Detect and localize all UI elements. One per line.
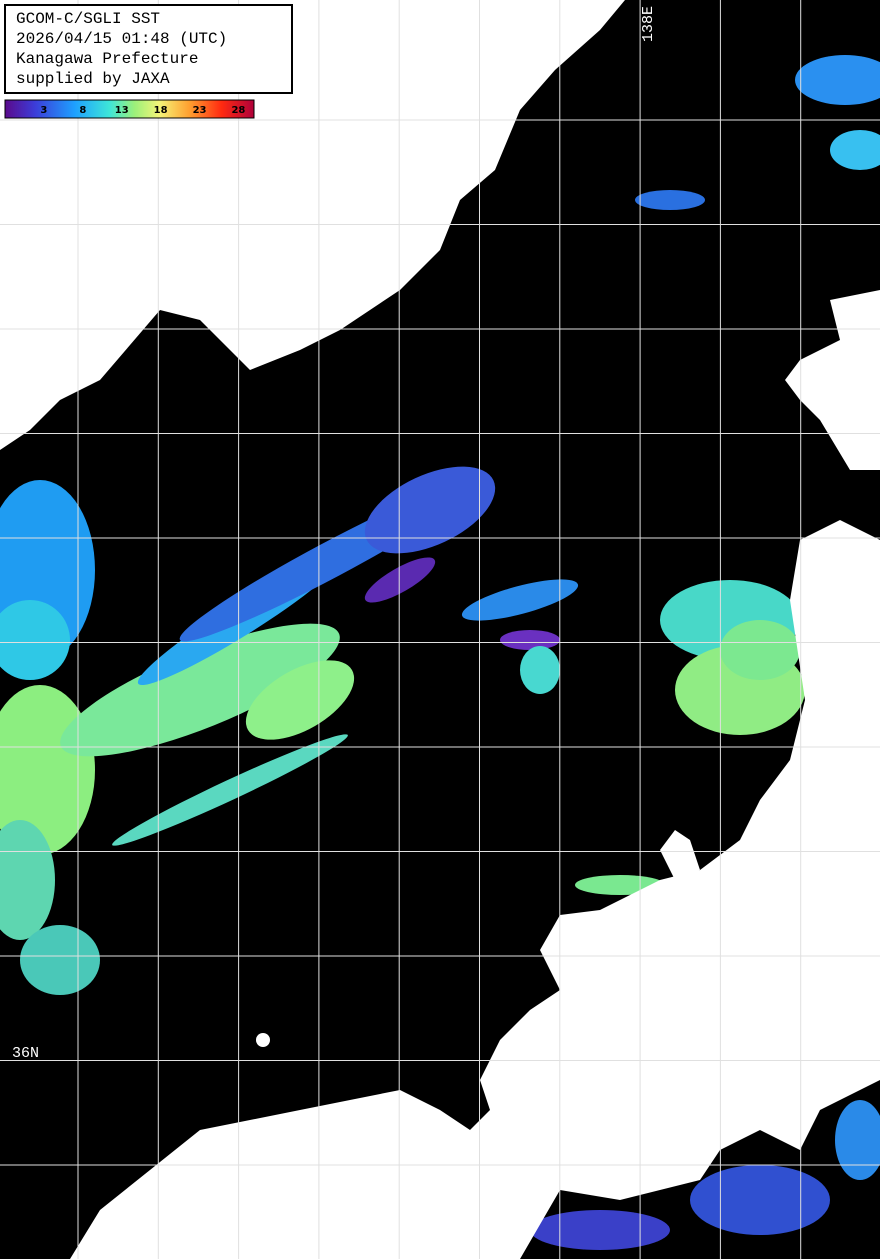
longitude-label: 138E bbox=[640, 6, 657, 42]
sst-patches bbox=[0, 55, 880, 1250]
header-line: 2026/04/15 01:48 (UTC) bbox=[16, 30, 227, 48]
colorbar-tick-label: 23 bbox=[193, 105, 207, 116]
header-line: supplied by JAXA bbox=[16, 70, 170, 88]
header-line: Kanagawa Prefecture bbox=[16, 50, 198, 68]
header-box: GCOM-C/SGLI SST 2026/04/15 01:48 (UTC) K… bbox=[4, 4, 293, 94]
colorbar-tick-label: 28 bbox=[231, 105, 245, 116]
colorbar-tick-label: 3 bbox=[40, 105, 47, 116]
header-line: GCOM-C/SGLI SST bbox=[16, 10, 160, 28]
colorbar-tick-label: 18 bbox=[154, 105, 168, 116]
colorbar: 3 8 13 18 23 28 bbox=[4, 99, 255, 119]
colorbar-tick-label: 8 bbox=[79, 105, 86, 116]
colorbar-tick-label: 13 bbox=[115, 105, 129, 116]
latitude-label: 36N bbox=[12, 1045, 39, 1062]
